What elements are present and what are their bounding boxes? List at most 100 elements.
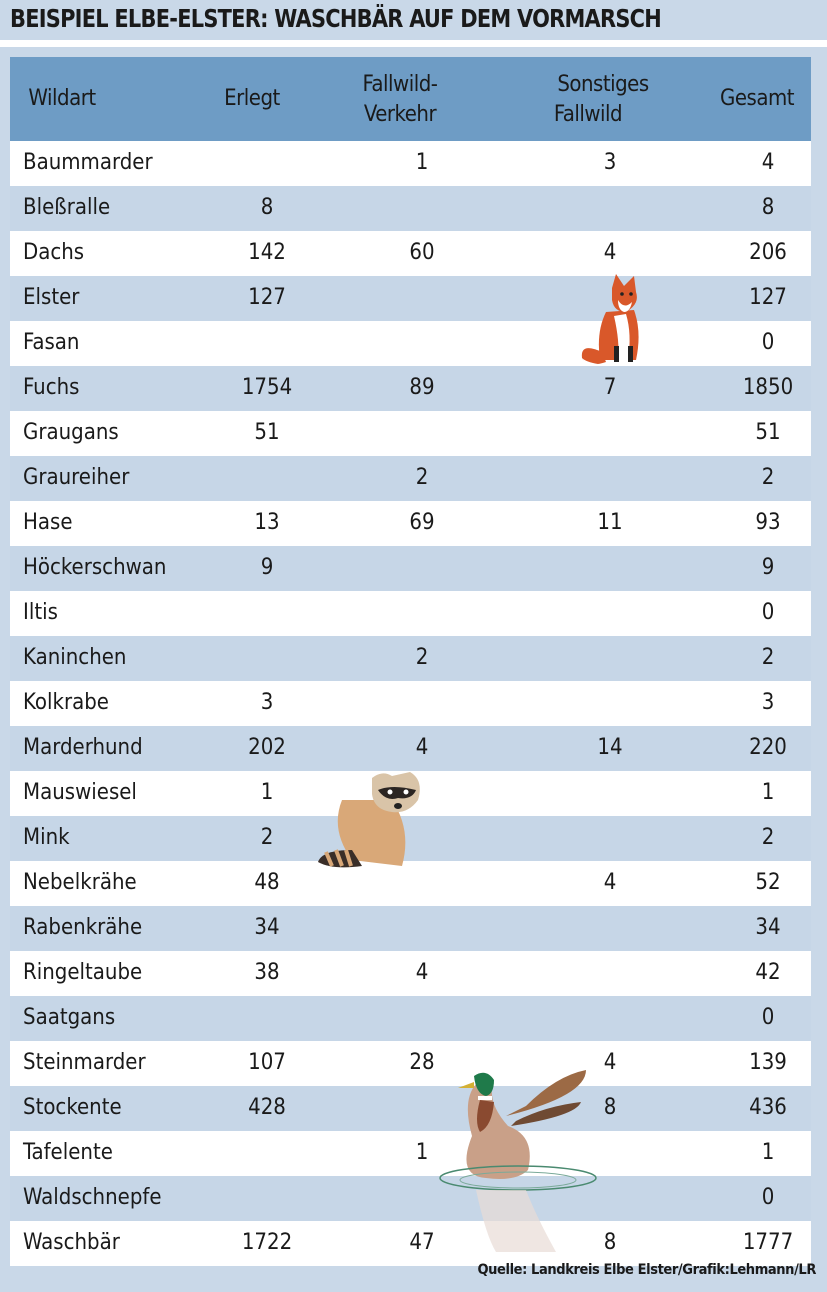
cell-fallwild-verkehr: 4 bbox=[415, 735, 429, 760]
cell-gesamt: 4 bbox=[761, 150, 775, 175]
cell-gesamt: 2 bbox=[761, 465, 775, 490]
cell-wildart: Iltis bbox=[23, 600, 58, 625]
cell-wildart: Mauswiesel bbox=[23, 780, 137, 805]
cell-sonstiges-fallwild: 4 bbox=[603, 1050, 617, 1075]
cell-gesamt: 0 bbox=[761, 600, 775, 625]
header-gesamt: Gesamt bbox=[720, 86, 795, 111]
cell-wildart: Waldschnepfe bbox=[23, 1185, 162, 1210]
table-row: Marderhund 202 4 14 220 bbox=[10, 726, 811, 771]
cell-gesamt: 1 bbox=[761, 780, 775, 805]
table-row: Mink 2 2 bbox=[10, 816, 811, 861]
cell-wildart: Baummarder bbox=[23, 150, 153, 175]
cell-wildart: Mink bbox=[23, 825, 70, 850]
table-row: Kaninchen 2 2 bbox=[10, 636, 811, 681]
cell-gesamt: 52 bbox=[755, 870, 781, 895]
page-title: BEISPIEL ELBE-ELSTER: WASCHBÄR AUF DEM V… bbox=[10, 4, 662, 33]
table-row: Graugans 51 51 bbox=[10, 411, 811, 456]
cell-sonstiges-fallwild: 4 bbox=[603, 870, 617, 895]
cell-sonstiges-fallwild: 4 bbox=[603, 240, 617, 265]
cell-gesamt: 127 bbox=[749, 285, 787, 310]
cell-erlegt: 34 bbox=[254, 915, 280, 940]
header-wildart: Wildart bbox=[28, 86, 96, 111]
cell-wildart: Fasan bbox=[23, 330, 80, 355]
table-row: Stockente 428 8 436 bbox=[10, 1086, 811, 1131]
table-row: Höckerschwan 9 9 bbox=[10, 546, 811, 591]
table-row: Steinmarder 107 28 4 139 bbox=[10, 1041, 811, 1086]
divider bbox=[0, 40, 827, 47]
source-credit: Quelle: Landkreis Elbe Elster/Grafik:Leh… bbox=[477, 1262, 816, 1278]
cell-fallwild-verkehr: 60 bbox=[409, 240, 435, 265]
mallard-duck-illustration bbox=[439, 1070, 597, 1252]
cell-wildart: Elster bbox=[23, 285, 80, 310]
table-header: Wildart Erlegt Fallwild- Verkehr Sonstig… bbox=[10, 57, 811, 141]
header-sonstiges-fallwild-2: Fallwild bbox=[553, 102, 623, 127]
cell-gesamt: 0 bbox=[761, 1185, 775, 1210]
cell-wildart: Waschbär bbox=[23, 1230, 120, 1255]
cell-erlegt: 13 bbox=[254, 510, 280, 535]
cell-gesamt: 42 bbox=[755, 960, 781, 985]
cell-sonstiges-fallwild: 11 bbox=[597, 510, 623, 535]
cell-wildart: Ringeltaube bbox=[23, 960, 143, 985]
cell-fallwild-verkehr: 1 bbox=[415, 1140, 429, 1165]
cell-wildart: Graugans bbox=[23, 420, 119, 445]
table-row: Fasan 0 bbox=[10, 321, 811, 366]
cell-wildart: Fuchs bbox=[23, 375, 80, 400]
cell-wildart: Tafelente bbox=[23, 1140, 113, 1165]
cell-wildart: Saatgans bbox=[23, 1005, 116, 1030]
table-row: Iltis 0 bbox=[10, 591, 811, 636]
cell-erlegt: 1722 bbox=[241, 1230, 293, 1255]
table-row: Fuchs 1754 89 7 1850 bbox=[10, 366, 811, 411]
cell-erlegt: 1754 bbox=[241, 375, 293, 400]
table-row: Ringeltaube 38 4 42 bbox=[10, 951, 811, 996]
cell-wildart: Höckerschwan bbox=[23, 555, 167, 580]
raccoon-illustration bbox=[318, 772, 420, 868]
cell-fallwild-verkehr: 47 bbox=[409, 1230, 435, 1255]
cell-gesamt: 206 bbox=[749, 240, 787, 265]
cell-wildart: Kolkrabe bbox=[23, 690, 109, 715]
cell-sonstiges-fallwild: 8 bbox=[603, 1230, 617, 1255]
cell-sonstiges-fallwild: 8 bbox=[603, 1095, 617, 1120]
cell-gesamt: 139 bbox=[749, 1050, 787, 1075]
cell-wildart: Dachs bbox=[23, 240, 85, 265]
cell-fallwild-verkehr: 2 bbox=[415, 645, 429, 670]
header-fallwild-verkehr-1: Fallwild- bbox=[362, 72, 438, 97]
cell-wildart: Kaninchen bbox=[23, 645, 127, 670]
cell-gesamt: 2 bbox=[761, 825, 775, 850]
cell-erlegt: 51 bbox=[254, 420, 280, 445]
cell-erlegt: 38 bbox=[254, 960, 280, 985]
table-body: Baummarder 1 3 4 Bleßralle 8 8 Dachs 142 60 4 206 El… bbox=[10, 141, 811, 1266]
cell-gesamt: 1850 bbox=[742, 375, 794, 400]
cell-gesamt: 0 bbox=[761, 330, 775, 355]
cell-gesamt: 3 bbox=[761, 690, 775, 715]
cell-erlegt: 3 bbox=[260, 690, 274, 715]
cell-fallwild-verkehr: 4 bbox=[415, 960, 429, 985]
cell-erlegt: 202 bbox=[248, 735, 286, 760]
data-table: Wildart Erlegt Fallwild- Verkehr Sonstig… bbox=[10, 57, 811, 1266]
table-row: Tafelente 1 1 bbox=[10, 1131, 811, 1176]
cell-gesamt: 51 bbox=[755, 420, 781, 445]
table-row: Hase 13 69 11 93 bbox=[10, 501, 811, 546]
title-bar: BEISPIEL ELBE-ELSTER: WASCHBÄR AUF DEM V… bbox=[0, 0, 827, 40]
cell-fallwild-verkehr: 69 bbox=[409, 510, 435, 535]
cell-sonstiges-fallwild: 7 bbox=[603, 375, 617, 400]
cell-wildart: Nebelkrähe bbox=[23, 870, 137, 895]
cell-gesamt: 93 bbox=[755, 510, 781, 535]
cell-wildart: Stockente bbox=[23, 1095, 122, 1120]
cell-wildart: Hase bbox=[23, 510, 73, 535]
cell-gesamt: 9 bbox=[761, 555, 775, 580]
cell-erlegt: 127 bbox=[248, 285, 286, 310]
cell-gesamt: 436 bbox=[749, 1095, 787, 1120]
cell-gesamt: 2 bbox=[761, 645, 775, 670]
cell-wildart: Bleßralle bbox=[23, 195, 111, 220]
cell-gesamt: 0 bbox=[761, 1005, 775, 1030]
cell-erlegt: 107 bbox=[248, 1050, 286, 1075]
cell-fallwild-verkehr: 1 bbox=[415, 150, 429, 175]
cell-wildart: Graureiher bbox=[23, 465, 130, 490]
fox-illustration bbox=[581, 274, 639, 366]
table-row: Graureiher 2 2 bbox=[10, 456, 811, 501]
cell-erlegt: 9 bbox=[260, 555, 274, 580]
table-row: Kolkrabe 3 3 bbox=[10, 681, 811, 726]
cell-fallwild-verkehr: 89 bbox=[409, 375, 435, 400]
cell-erlegt: 2 bbox=[260, 825, 274, 850]
cell-sonstiges-fallwild: 3 bbox=[603, 150, 617, 175]
